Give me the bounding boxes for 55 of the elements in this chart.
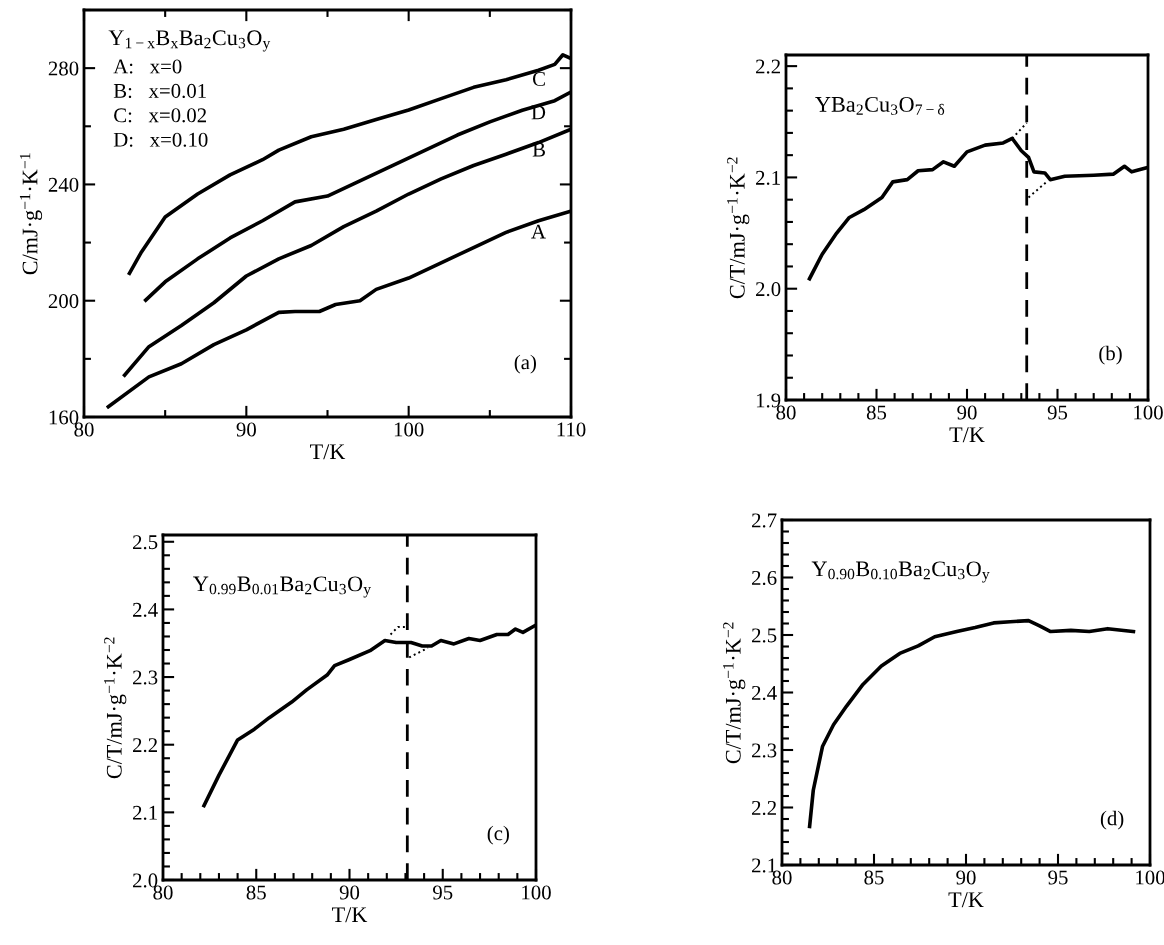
y-tick-label: 2.3 [133,670,158,685]
x-tick-label: 100 [394,422,424,437]
y-axis-title: C/T/mJ·g$^{−1}$·K$^{−2}$ [723,622,746,764]
text: Y$_{1−x}$B$_{x}$Ba$_{2}$Cu$_{3}$O$_{y}$ [108,30,271,52]
y-tick-label: 2.3 [752,743,777,758]
x-tick-label: 90 [339,885,360,900]
y-axis-title: C/mJ·g$^{−1}$·K$^{−1}$ [19,153,43,275]
legend-label: A [531,224,546,239]
annotation: B: x=0.01 [113,83,206,99]
annotation: C: x=0.02 [114,108,206,123]
x-tick-label: 95 [1047,405,1068,420]
annotation: D: x=0.10 [113,132,208,147]
x-axis-title: T/K [949,427,985,443]
text: (a) [514,354,536,374]
x-tick-label: 85 [246,885,266,900]
x-axis-title: T/K [332,907,368,923]
x-tick-label: 90 [236,422,256,437]
y-tick-label: 2.4 [133,602,158,617]
x-tick-label: 95 [433,885,453,900]
x-tick-label: 110 [557,422,586,437]
y-tick-label: 240 [48,177,79,192]
y-tick-label: 2.5 [752,628,777,643]
x-axis-title: T/K [948,892,984,908]
text: (d) [1100,810,1124,830]
x-tick-label: 100 [522,885,551,900]
x-tick-label: 85 [864,870,884,885]
x-tick-label: 100 [1136,870,1164,885]
x-tick-label: 95 [1048,870,1068,885]
y-tick-label: 200 [48,294,79,309]
legend-label: C [532,71,545,86]
x-axis-title: T/K [310,444,346,460]
x-tick-label: 85 [866,405,887,420]
y-tick-label: 2.0 [756,282,781,297]
y-tick-label: 2.1 [756,170,780,185]
y-tick-label: 2.4 [752,685,777,701]
x-tick-label: 100 [1134,405,1163,420]
y-axis-title: C/T/mJ·g$^{−1}$·K$^{−2}$ [727,157,750,299]
y-tick-label: 280 [48,61,79,76]
x-tick-label: 90 [956,870,976,885]
y-tick-label: 2.2 [752,800,776,816]
y-tick-label: 2.6 [752,570,777,586]
y-axis-title: C/T/mJ·g$^{−1}$·K$^{−2}$ [104,637,127,779]
y-tick-label: 2.2 [756,59,780,74]
y-tick-label: 2.7 [752,513,777,528]
text: (b) [1099,345,1122,365]
y-tick-label: 2.5 [133,535,158,550]
y-tick-label: 2.1 [133,805,157,820]
text: Y$_{0.99}$B$_{0.01}$Ba$_{2}$Cu$_{3}$O$_{y}$ [193,576,372,598]
text: (c) [487,825,509,845]
line-series [807,618,1136,829]
text: Y$_{0.90}$B$_{0.10}$Ba$_{2}$Cu$_{3}$O$_{y}$ [811,561,990,583]
text: YBa$_{2}$Cu$_{3}$O$_{7−δ}$ [815,96,945,115]
annotation: A: x=0 [113,59,182,74]
y-tick-label: 2.2 [133,738,157,753]
x-tick-label: 90 [957,405,977,420]
